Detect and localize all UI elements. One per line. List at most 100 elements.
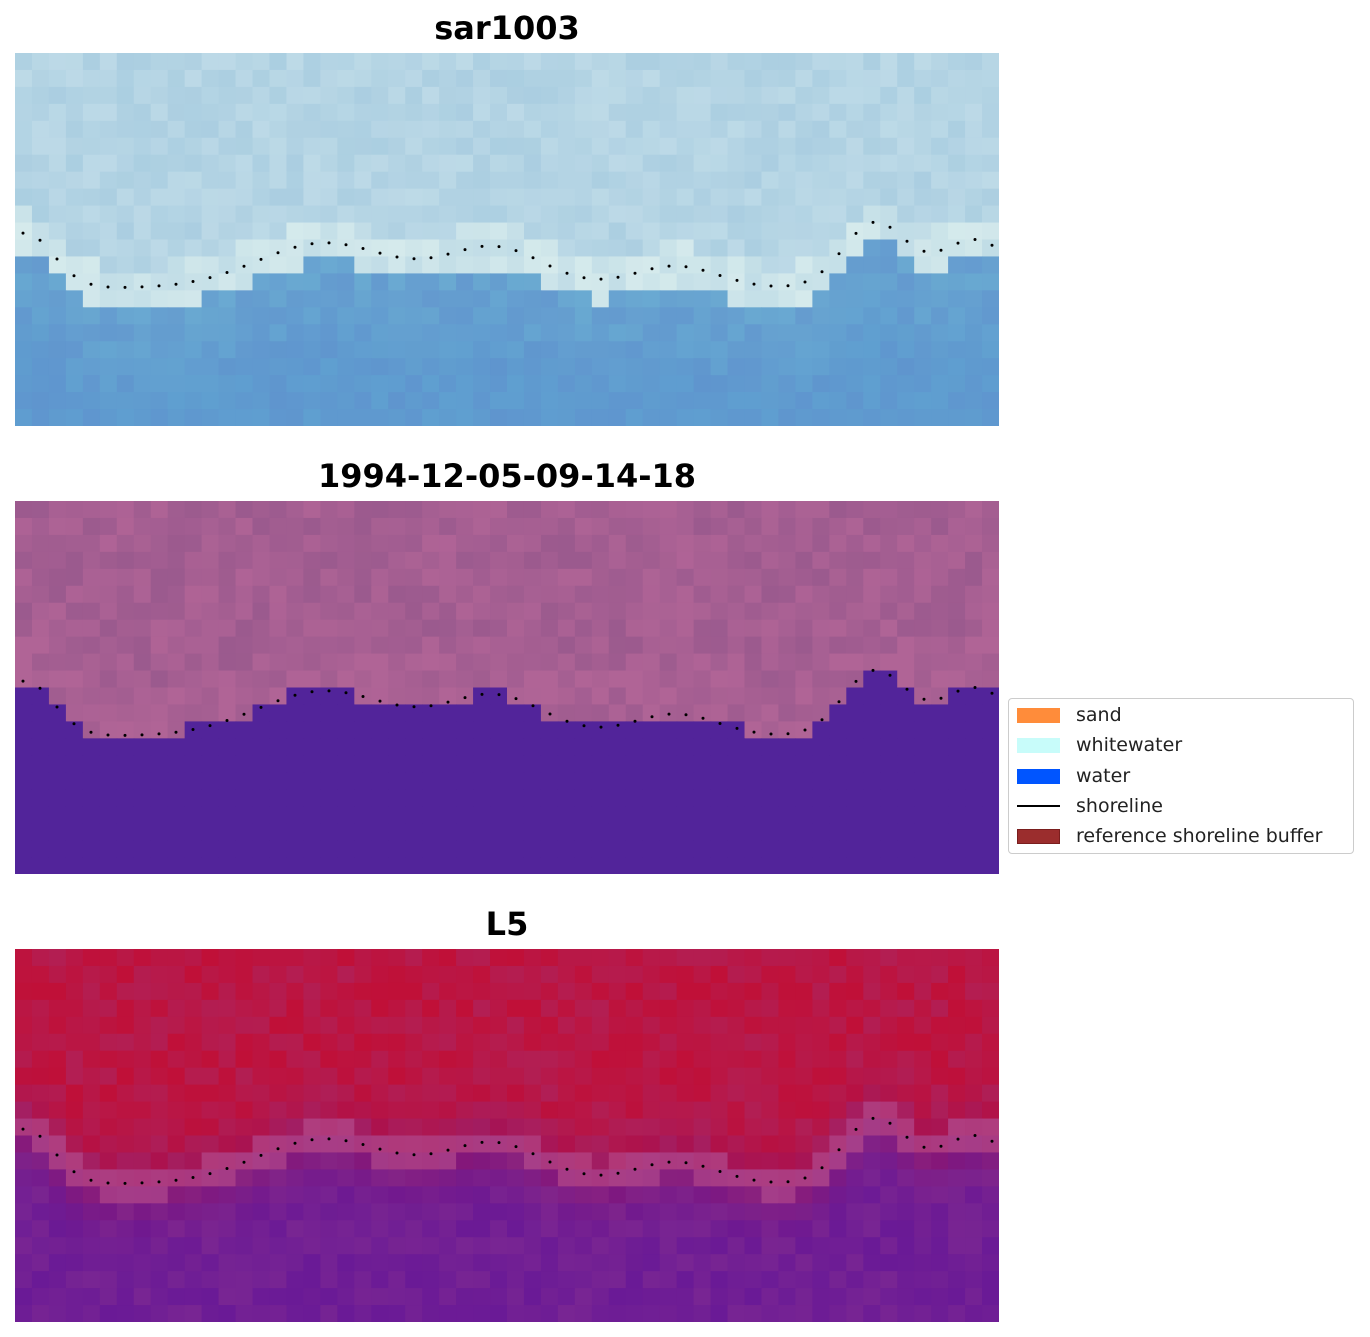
raster-cell bbox=[931, 69, 949, 88]
raster-cell bbox=[523, 137, 542, 156]
raster-cell bbox=[778, 1271, 797, 1289]
raster-cell bbox=[82, 69, 101, 88]
raster-cell bbox=[201, 1169, 220, 1187]
raster-cell bbox=[507, 653, 525, 672]
raster-cell bbox=[948, 619, 966, 638]
raster-cell bbox=[676, 53, 695, 71]
raster-cell bbox=[422, 375, 440, 393]
raster-cell bbox=[422, 103, 440, 122]
raster-cell bbox=[761, 1271, 780, 1289]
raster-cell bbox=[371, 738, 389, 756]
raster-cell bbox=[388, 772, 406, 790]
raster-cell bbox=[456, 324, 474, 342]
raster-cell bbox=[150, 1305, 169, 1322]
raster-cell bbox=[184, 965, 203, 984]
raster-cell bbox=[863, 1186, 881, 1204]
raster-cell bbox=[456, 551, 474, 570]
raster-cell bbox=[931, 704, 949, 722]
raster-cell bbox=[388, 1254, 406, 1272]
raster-cell bbox=[235, 1169, 254, 1187]
raster-cell bbox=[897, 154, 915, 173]
raster-cell bbox=[795, 551, 813, 570]
raster-cell bbox=[795, 1203, 813, 1221]
raster-cell bbox=[591, 1288, 610, 1306]
raster-cell bbox=[676, 568, 695, 587]
raster-cell bbox=[320, 568, 338, 587]
raster-cell bbox=[15, 602, 33, 621]
raster-cell bbox=[897, 1016, 915, 1035]
raster-cell bbox=[931, 307, 949, 325]
raster-cell bbox=[388, 1101, 406, 1120]
raster-cell bbox=[982, 409, 999, 426]
shoreline-dot bbox=[888, 225, 892, 229]
raster-cell bbox=[65, 568, 84, 587]
raster-cell bbox=[167, 1169, 186, 1187]
raster-cell bbox=[31, 772, 50, 790]
raster-cell bbox=[523, 256, 542, 274]
raster-cell bbox=[65, 1118, 84, 1137]
raster-cell bbox=[676, 1305, 695, 1322]
raster-cell bbox=[931, 619, 949, 638]
raster-cell bbox=[286, 256, 305, 274]
raster-cell bbox=[778, 1305, 797, 1322]
raster-cell bbox=[982, 568, 999, 587]
raster-cell bbox=[422, 857, 440, 874]
raster-cell bbox=[982, 256, 999, 274]
raster-cell bbox=[710, 568, 729, 587]
raster-cell bbox=[456, 1186, 474, 1204]
raster-cell bbox=[65, 704, 84, 722]
raster-cell bbox=[167, 949, 186, 967]
raster-cell bbox=[897, 999, 915, 1018]
raster-cell bbox=[235, 949, 254, 967]
raster-cell bbox=[982, 534, 999, 553]
raster-cell bbox=[829, 806, 847, 824]
shoreline-dot bbox=[650, 1163, 654, 1167]
raster-cell bbox=[48, 1033, 67, 1052]
raster-cell bbox=[829, 205, 847, 224]
raster-cell bbox=[388, 290, 406, 308]
raster-cell bbox=[48, 602, 67, 621]
raster-cell bbox=[456, 1016, 474, 1035]
raster-cell bbox=[269, 256, 288, 274]
raster-cell bbox=[523, 324, 542, 342]
raster-cell bbox=[337, 653, 355, 672]
raster-cell bbox=[914, 840, 932, 858]
raster-cell bbox=[99, 806, 118, 824]
raster-cell bbox=[914, 86, 932, 105]
raster-cell bbox=[133, 501, 152, 519]
raster-cell bbox=[252, 324, 271, 342]
raster-cell bbox=[710, 256, 729, 274]
legend-label-shoreline: shoreline bbox=[1076, 795, 1163, 817]
raster-cell bbox=[371, 273, 389, 291]
raster-cell bbox=[269, 154, 288, 173]
raster-cell bbox=[422, 1101, 440, 1120]
shoreline-dot bbox=[446, 252, 450, 256]
raster-cell bbox=[507, 53, 525, 71]
raster-cell bbox=[795, 738, 813, 756]
raster-cell bbox=[659, 69, 678, 88]
raster-cell bbox=[965, 154, 983, 173]
raster-cell bbox=[65, 1084, 84, 1103]
raster-cell bbox=[337, 120, 355, 139]
raster-cell bbox=[456, 501, 474, 519]
raster-cell bbox=[744, 290, 763, 308]
raster-cell bbox=[473, 1254, 491, 1272]
raster-cell bbox=[608, 670, 627, 689]
shoreline-dot bbox=[497, 693, 501, 697]
raster-cell bbox=[744, 551, 763, 570]
raster-cell bbox=[388, 1050, 406, 1069]
raster-cell bbox=[337, 1186, 355, 1204]
raster-cell bbox=[388, 653, 406, 672]
raster-cell bbox=[218, 341, 237, 359]
raster-cell bbox=[320, 619, 338, 638]
shoreline-dot bbox=[72, 1170, 76, 1174]
raster-cell bbox=[948, 755, 966, 773]
raster-cell bbox=[948, 358, 966, 376]
raster-cell bbox=[82, 307, 101, 325]
raster-cell bbox=[235, 86, 254, 105]
raster-cell bbox=[48, 69, 67, 88]
raster-cell bbox=[931, 341, 949, 359]
raster-cell bbox=[914, 517, 932, 536]
raster-cell bbox=[150, 1135, 169, 1154]
raster-cell bbox=[676, 840, 695, 858]
